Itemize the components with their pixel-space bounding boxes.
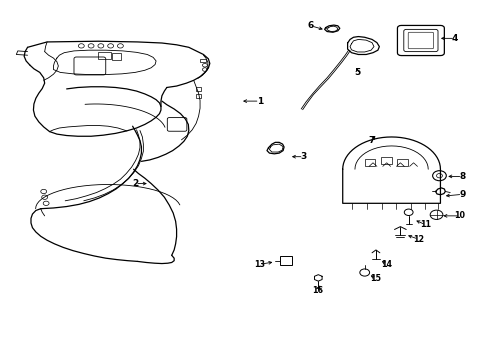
- Text: 16: 16: [312, 286, 323, 295]
- Text: 4: 4: [452, 34, 458, 43]
- Bar: [112, 53, 121, 59]
- Bar: [196, 87, 201, 91]
- Bar: [196, 94, 201, 98]
- Text: 7: 7: [369, 136, 375, 145]
- Text: 5: 5: [354, 68, 361, 77]
- Bar: [381, 157, 392, 164]
- Text: 14: 14: [381, 260, 392, 269]
- Bar: [98, 52, 111, 59]
- Bar: [397, 159, 408, 166]
- Text: 11: 11: [420, 220, 431, 229]
- Text: 10: 10: [455, 211, 466, 220]
- Text: 3: 3: [300, 152, 307, 161]
- Text: 6: 6: [308, 21, 314, 30]
- Text: 8: 8: [459, 172, 466, 181]
- Text: 12: 12: [413, 235, 424, 244]
- Bar: [365, 159, 375, 166]
- Text: 2: 2: [132, 179, 138, 188]
- Bar: [200, 59, 206, 62]
- Bar: [280, 256, 293, 265]
- Text: 9: 9: [459, 190, 466, 199]
- Text: 1: 1: [257, 96, 263, 105]
- Text: 13: 13: [254, 260, 265, 269]
- Text: 15: 15: [370, 274, 381, 283]
